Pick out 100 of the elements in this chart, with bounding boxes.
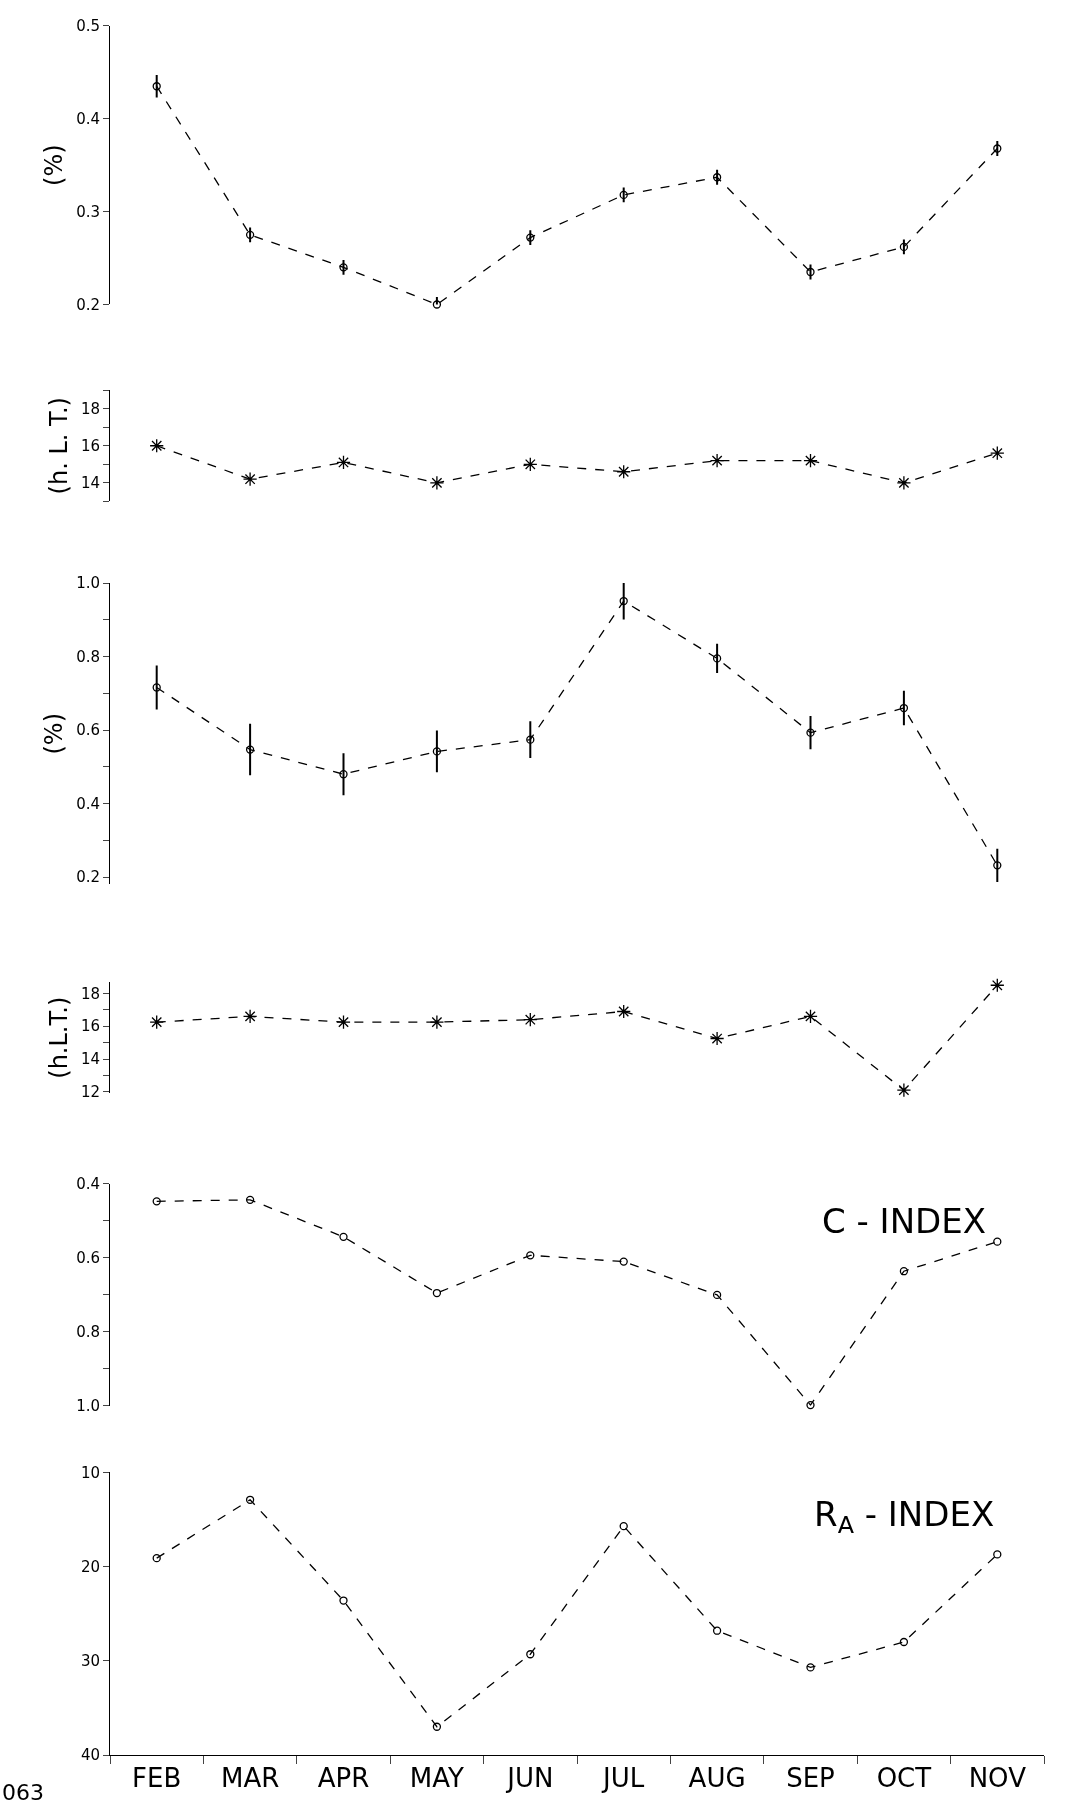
point <box>990 978 1005 993</box>
point <box>526 233 535 242</box>
point <box>806 1663 815 1672</box>
y-tick-label: 0.8 <box>76 647 100 666</box>
point <box>339 1596 348 1605</box>
point <box>712 1626 722 1635</box>
point <box>432 1722 442 1731</box>
point <box>993 1550 1002 1559</box>
point <box>245 1495 255 1504</box>
y-tick-label: 0.2 <box>76 295 100 314</box>
point <box>152 1197 161 1206</box>
point <box>339 263 348 272</box>
point <box>526 735 535 744</box>
point <box>899 1637 909 1647</box>
point <box>709 1031 725 1046</box>
point <box>245 1195 255 1204</box>
y-tick-label: 0.5 <box>76 17 100 36</box>
text: 063 <box>2 1780 44 1805</box>
point <box>806 728 815 737</box>
x-tick-label: FEB <box>132 1763 182 1794</box>
point <box>432 1288 442 1298</box>
point <box>523 457 538 472</box>
x-tick-label: SEP <box>786 1763 835 1794</box>
y-axis-title: (h.L.T.) <box>45 996 74 1079</box>
point <box>242 1009 258 1024</box>
point <box>712 1290 722 1300</box>
point <box>803 453 818 468</box>
point <box>429 475 445 491</box>
point <box>619 596 628 606</box>
y-tick-label: 0.4 <box>76 1175 100 1194</box>
point <box>899 1267 909 1276</box>
y-tick-label: 0.6 <box>76 721 100 740</box>
point <box>526 1650 535 1659</box>
point <box>806 1400 815 1410</box>
y-tick-label: 16 <box>80 437 100 455</box>
x-tick-label: OCT <box>876 1763 932 1794</box>
point <box>899 703 909 713</box>
annotation: C - INDEX <box>822 1201 987 1241</box>
point <box>993 1237 1002 1246</box>
annotation: R$_{A}$ - INDEX <box>814 1494 995 1540</box>
y-tick-label: 30 <box>80 1652 100 1671</box>
point <box>149 438 164 453</box>
point <box>619 1257 628 1266</box>
y-axis-title: (h. L. T.) <box>45 397 74 495</box>
point <box>152 683 161 692</box>
y-tick-label: 14 <box>80 1050 100 1069</box>
x-tick-label: JUN <box>505 1763 554 1794</box>
point <box>432 747 442 756</box>
y-tick-label: 18 <box>80 399 100 418</box>
x-tick-label: AUG <box>688 1763 746 1794</box>
y-tick-label: 12 <box>80 1083 100 1102</box>
point <box>526 1251 535 1260</box>
point <box>803 1009 818 1024</box>
point <box>242 471 258 487</box>
point <box>993 861 1002 870</box>
point <box>339 770 348 779</box>
y-axis-title: (%) <box>40 713 69 755</box>
y-tick-label: 18 <box>80 984 100 1003</box>
y-tick-label: 10 <box>80 1463 100 1482</box>
point <box>245 230 255 239</box>
point <box>245 745 255 754</box>
point <box>806 267 815 277</box>
point <box>896 475 912 491</box>
x-tick-label: MAY <box>409 1763 465 1794</box>
point <box>336 455 351 470</box>
y-tick-label: 0.2 <box>76 868 100 887</box>
x-tick-label: JUL <box>601 1763 645 1794</box>
y-tick-label: 0.8 <box>76 1323 100 1342</box>
y-axis-title: (%) <box>40 144 69 186</box>
point <box>336 1014 351 1030</box>
point <box>616 464 631 479</box>
y-tick-label: 0.6 <box>76 1249 100 1268</box>
point <box>616 1004 631 1019</box>
y-tick-label: 0.4 <box>76 794 100 813</box>
point <box>429 1014 445 1030</box>
point <box>712 654 722 663</box>
point <box>152 82 161 91</box>
y-tick-label: 1.0 <box>76 574 100 593</box>
y-tick-label: 14 <box>80 474 100 493</box>
point <box>432 300 442 309</box>
point <box>993 144 1002 153</box>
y-tick-label: 0.3 <box>76 202 100 221</box>
x-tick-label: NOV <box>968 1763 1027 1794</box>
point <box>152 1554 161 1563</box>
y-tick-label: 40 <box>80 1746 100 1765</box>
y-tick-label: 1.0 <box>76 1397 100 1416</box>
y-tick-label: 0.4 <box>76 110 100 129</box>
point <box>990 445 1005 461</box>
y-tick-label: 16 <box>80 1017 100 1036</box>
point <box>712 173 722 182</box>
point <box>709 453 725 468</box>
x-tick-label: MAR <box>220 1763 280 1794</box>
point <box>619 1521 628 1531</box>
point <box>149 1014 164 1030</box>
point <box>339 1232 348 1241</box>
y-tick-label: 20 <box>80 1557 100 1576</box>
point <box>619 190 628 200</box>
point <box>899 242 909 252</box>
point <box>523 1012 538 1027</box>
x-tick-label: APR <box>317 1763 370 1794</box>
